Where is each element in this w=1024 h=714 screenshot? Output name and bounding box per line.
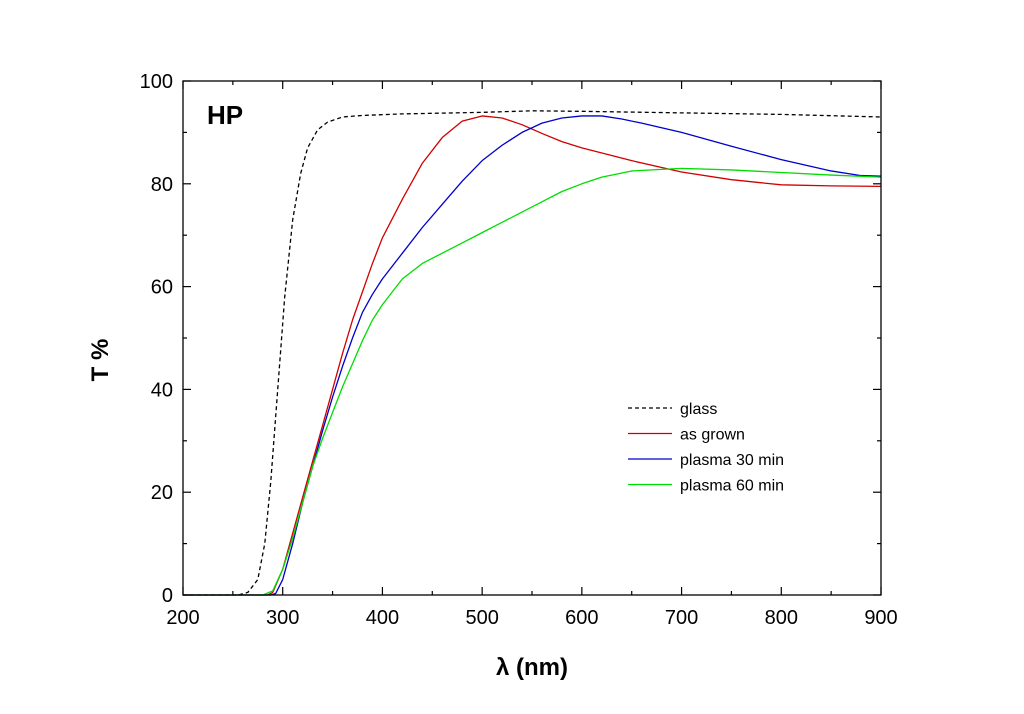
- legend-label: as grown: [680, 427, 745, 444]
- y-tick-label: 100: [140, 71, 173, 93]
- y-tick-label: 80: [151, 174, 173, 196]
- plot-frame: [182, 80, 882, 596]
- legend-label: glass: [680, 401, 717, 418]
- legend-label: plasma 60 min: [680, 478, 784, 495]
- axis-ticks: [182, 80, 882, 596]
- series-lines: [183, 110, 882, 596]
- x-tick-label: 900: [864, 607, 897, 629]
- legend: glass as grown plasma 30 min plasma 60 min: [628, 401, 784, 495]
- y-tick-labels: 0 20 40 60 80 100: [140, 71, 173, 607]
- panel-annotation: HP: [207, 100, 243, 130]
- x-tick-label: 500: [465, 607, 498, 629]
- y-tick-label: 20: [151, 482, 173, 504]
- y-tick-label: 60: [151, 277, 173, 299]
- x-tick-label: 400: [366, 607, 399, 629]
- x-tick-label: 800: [765, 607, 798, 629]
- y-axis-title: T %: [87, 339, 114, 382]
- y-tick-label: 40: [151, 379, 173, 401]
- x-tick-label: 600: [565, 607, 598, 629]
- legend-label: plasma 30 min: [680, 452, 784, 469]
- x-tick-label: 300: [266, 607, 299, 629]
- y-tick-label: 0: [162, 585, 173, 607]
- series-line-plasma-60-min: [183, 167, 882, 596]
- x-tick-label: 700: [665, 607, 698, 629]
- x-axis-title: λ (nm): [496, 654, 568, 681]
- x-tick-labels: 200 300 400 500 600 700 800 900: [166, 607, 897, 629]
- series-line-plasma-30-min: [183, 115, 882, 596]
- series-line-glass: [183, 110, 882, 596]
- series-line-as-grown: [183, 115, 882, 596]
- x-tick-label: 200: [166, 607, 199, 629]
